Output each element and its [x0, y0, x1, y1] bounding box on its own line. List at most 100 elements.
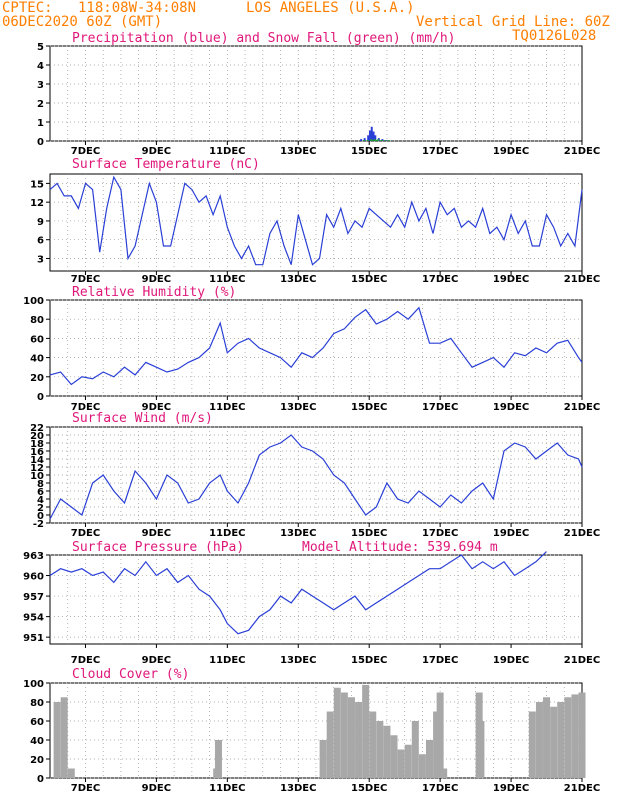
y-tick-label: 12 [30, 463, 44, 474]
cloud-bar [369, 711, 377, 778]
snow-bar [377, 139, 380, 141]
cloud-bar [418, 754, 426, 778]
precip-bar [363, 138, 366, 141]
y-tick-label: 6 [37, 487, 44, 498]
x-tick-label: 21DEC [564, 528, 600, 539]
snow-bar [387, 140, 390, 141]
y-tick-label: 954 [23, 613, 44, 624]
x-tick-label: 7DEC [71, 274, 100, 285]
cloud-bar [425, 740, 433, 778]
cloud-bar [535, 702, 543, 778]
y-tick-label: 80 [30, 698, 44, 709]
x-tick-label: 9DEC [142, 783, 171, 794]
cloud-bar [53, 702, 61, 778]
y-tick-label: 16 [30, 447, 44, 458]
x-tick-label: 15DEC [351, 528, 387, 539]
y-tick-label: 4 [37, 61, 44, 72]
x-tick-label: 13DEC [280, 146, 316, 157]
cloud-bar [543, 697, 551, 778]
x-tick-label: 19DEC [493, 528, 529, 539]
x-tick-label: 9DEC [142, 528, 171, 539]
snow-bar [366, 140, 369, 141]
precip-bar [360, 139, 363, 141]
cloud-bar [355, 702, 363, 778]
x-tick-label: 11DEC [209, 146, 245, 157]
precip-bar [374, 135, 377, 141]
snow-bar [375, 140, 378, 141]
y-tick-label: 0 [37, 137, 44, 148]
cloud-bar [397, 749, 405, 778]
y-tick-label: -2 [33, 519, 44, 530]
x-tick-label: 19DEC [493, 274, 529, 285]
cloud-bar [376, 721, 384, 778]
series-line [49, 306, 583, 386]
precip-bar [368, 130, 371, 141]
x-tick-label: 13DEC [280, 274, 316, 285]
x-tick-label: 19DEC [493, 783, 529, 794]
cloud-bar [557, 702, 565, 778]
y-tick-label: 20 [30, 755, 44, 766]
x-tick-label: 21DEC [564, 274, 600, 285]
x-tick-label: 9DEC [142, 655, 171, 666]
x-tick-label: 7DEC [71, 146, 100, 157]
cloud-bar [383, 725, 391, 778]
y-tick-label: 2 [37, 99, 44, 110]
precip-bar [372, 131, 375, 141]
x-tick-label: 11DEC [209, 402, 245, 413]
y-tick-label: 40 [30, 354, 44, 365]
panel-title: Cloud Cover (%) [72, 667, 189, 682]
x-tick-label: 13DEC [280, 402, 316, 413]
cloud-bar [571, 694, 579, 778]
cloud-bar [362, 684, 370, 778]
y-tick-label: 5 [37, 42, 44, 53]
panels: Precipitation (blue) and Snow Fall (gree… [23, 31, 600, 794]
y-tick-label: 960 [23, 572, 44, 583]
header-source: CPTEC: [2, 0, 53, 16]
panel-5: Cloud Cover (%) 0 20 40 60 80 100 7DEC 9DEC 11DEC… [23, 667, 600, 794]
y-tick-label: 0 [37, 511, 44, 522]
x-tick-label: 7DEC [71, 783, 100, 794]
x-tick-label: 7DEC [71, 655, 100, 666]
x-tick-label: 9DEC [142, 274, 171, 285]
cloud-bar [440, 768, 448, 778]
cloud-bar [67, 768, 75, 778]
x-tick-label: 11DEC [209, 655, 245, 666]
y-tick-label: 10 [30, 471, 44, 482]
x-tick-label: 11DEC [209, 274, 245, 285]
panel-2: Relative Humidity (%) 0 20 40 60 80 100 7DEC 9DE… [23, 285, 600, 413]
x-tick-label: 21DEC [564, 655, 600, 666]
y-tick-label: 1 [37, 118, 44, 129]
series-line [49, 175, 583, 266]
x-tick-label: 7DEC [71, 528, 100, 539]
panel-title: Relative Humidity (%) [72, 285, 236, 300]
x-tick-label: 17DEC [422, 783, 458, 794]
x-tick-label: 13DEC [280, 783, 316, 794]
snow-bar [371, 140, 374, 141]
panel-title: Precipitation (blue) and Snow Fall (gree… [72, 31, 456, 46]
cloud-bar [411, 721, 419, 778]
cloud-bar [550, 706, 558, 778]
x-tick-label: 17DEC [422, 655, 458, 666]
y-tick-label: 6 [37, 236, 44, 247]
x-tick-label: 15DEC [351, 783, 387, 794]
y-tick-label: 0 [37, 392, 44, 403]
y-tick-label: 60 [30, 334, 44, 345]
panel-0: Precipitation (blue) and Snow Fall (gree… [37, 31, 600, 157]
y-tick-label: 15 [30, 179, 44, 190]
y-tick-label: 18 [30, 439, 44, 450]
x-tick-label: 19DEC [493, 146, 529, 157]
x-tick-label: 19DEC [493, 402, 529, 413]
y-tick-label: 2 [37, 503, 44, 514]
cloud-bar [347, 697, 355, 778]
x-tick-label: 13DEC [280, 655, 316, 666]
series-line [49, 551, 547, 635]
header-location: LOS ANGELES (U.S.A.) [246, 0, 415, 16]
panel-1: Surface Temperature (nC) 3 6 9 12 15 7DEC 9DEC 1… [30, 157, 600, 285]
y-tick-label: 60 [30, 717, 44, 728]
y-tick-label: 80 [30, 315, 44, 326]
snow-bar [380, 140, 383, 141]
x-tick-label: 15DEC [351, 402, 387, 413]
x-tick-label: 17DEC [422, 528, 458, 539]
precip-bar [370, 126, 373, 141]
